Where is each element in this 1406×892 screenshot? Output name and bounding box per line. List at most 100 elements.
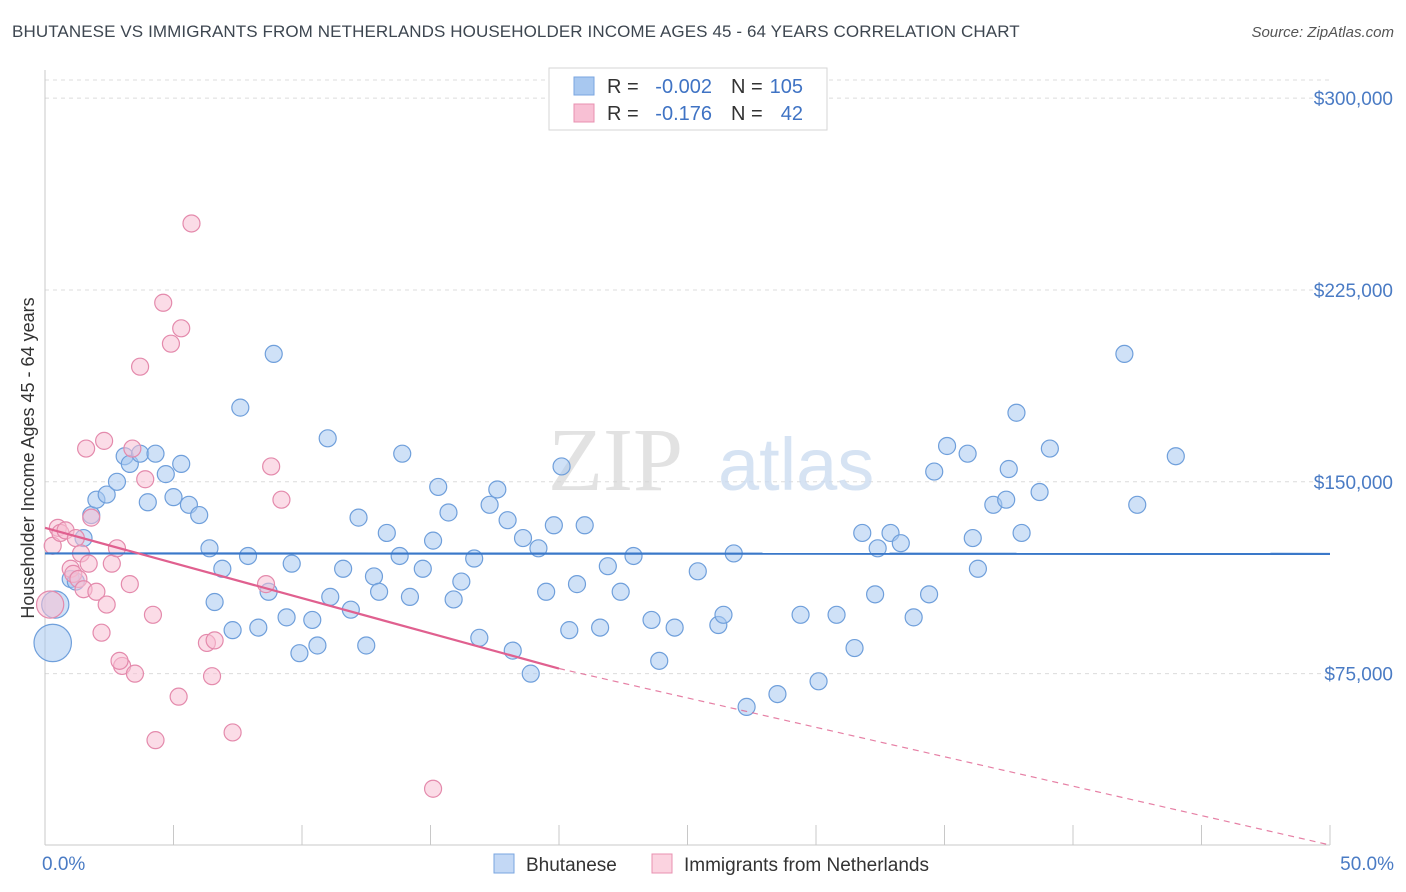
point-bhutanese <box>544 516 563 535</box>
point-bhutanese <box>364 567 384 586</box>
point-netherlands <box>146 731 165 750</box>
legend-n-label-2: N = <box>731 103 763 125</box>
point-bhutanese <box>164 488 183 507</box>
point-bhutanese <box>277 608 296 627</box>
point-netherlands <box>97 595 116 614</box>
point-netherlands <box>182 214 201 233</box>
point-bhutanese <box>845 638 864 658</box>
point-bhutanese <box>303 610 322 630</box>
legend-bottom-swatch-netherlands[interactable] <box>651 853 673 874</box>
point-bhutanese <box>334 559 353 578</box>
point-netherlands <box>82 508 101 527</box>
point-bhutanese <box>866 585 885 604</box>
point-netherlands <box>136 470 155 489</box>
point-bhutanese <box>444 590 463 609</box>
point-bhutanese <box>480 495 499 514</box>
point-netherlands <box>125 664 145 683</box>
point-bhutanese <box>791 605 810 624</box>
point-bhutanese <box>737 697 756 716</box>
point-bhutanese <box>665 618 684 637</box>
point-bhutanese <box>513 528 533 548</box>
point-bhutanese <box>827 605 846 624</box>
point-bhutanese <box>925 462 944 481</box>
point-bhutanese <box>937 436 957 456</box>
legend-n-value-2: 42 <box>781 103 803 125</box>
point-bhutanese <box>498 511 517 530</box>
point-netherlands <box>161 334 181 353</box>
point-netherlands <box>110 651 129 670</box>
legend-r-label-1: R = <box>607 76 639 98</box>
trend-line-netherlands <box>44 526 560 670</box>
point-bhutanese <box>423 531 443 550</box>
point-bhutanese <box>308 636 327 655</box>
point-bhutanese <box>282 554 301 573</box>
gridlines <box>45 79 1330 675</box>
point-bhutanese <box>1007 403 1026 422</box>
y-tick-label: $75,000 <box>1324 665 1393 686</box>
y-tick-label: $150,000 <box>1314 473 1393 494</box>
source-label: Source: ZipAtlas.com <box>1251 24 1394 41</box>
legend-top-box <box>548 67 828 131</box>
point-bhutanese <box>223 621 242 640</box>
point-netherlands <box>79 554 98 573</box>
point-bhutanese <box>370 582 389 601</box>
legend-bottom-label-netherlands[interactable]: Immigrants from Netherlands <box>684 855 929 876</box>
point-bhutanese <box>377 523 396 543</box>
point-netherlands <box>423 779 443 798</box>
point-bhutanese <box>891 534 910 553</box>
point-bhutanese <box>146 444 165 463</box>
point-netherlands <box>169 687 188 706</box>
legend-r-label-2: R = <box>607 103 639 125</box>
point-netherlands <box>92 623 111 642</box>
point-netherlands <box>154 293 173 312</box>
point-bhutanese <box>205 592 224 612</box>
point-netherlands <box>143 605 163 624</box>
point-bhutanese <box>390 546 409 566</box>
y-tick-label: $300,000 <box>1314 89 1393 110</box>
point-bhutanese <box>238 546 258 566</box>
point-bhutanese <box>868 539 887 558</box>
point-netherlands <box>123 439 142 458</box>
trend-line-bhutanese <box>44 552 1331 556</box>
point-bhutanese <box>349 508 368 527</box>
chart-title: BHUTANESE VS IMMIGRANTS FROM NETHERLANDS… <box>12 22 1020 41</box>
legend-bottom-label-bhutanese[interactable]: Bhutanese <box>526 855 617 876</box>
point-bhutanese <box>591 618 610 637</box>
legend-swatch-bhutanese <box>573 76 595 96</box>
point-bhutanese <box>321 587 340 606</box>
point-bhutanese <box>624 546 643 566</box>
point-bhutanese <box>290 644 309 663</box>
point-netherlands <box>262 457 281 476</box>
point-bhutanese <box>714 605 733 624</box>
point-bhutanese <box>357 636 376 655</box>
point-bhutanese <box>688 562 707 581</box>
legend-bottom-swatch-bhutanese[interactable] <box>493 853 515 874</box>
point-bhutanese <box>904 608 923 627</box>
point-bhutanese <box>598 557 617 576</box>
trend-lines <box>44 526 1331 846</box>
point-bhutanese <box>560 621 579 640</box>
legend-r-value-1: -0.002 <box>655 76 712 98</box>
point-netherlands <box>95 431 114 450</box>
point-bhutanese <box>439 503 458 522</box>
point-bhutanese <box>1012 523 1031 543</box>
point-bhutanese <box>768 684 787 704</box>
point-bhutanese <box>107 472 127 491</box>
point-bhutanese <box>642 610 661 630</box>
point-netherlands <box>35 590 65 619</box>
point-netherlands <box>172 319 191 338</box>
point-netherlands <box>272 490 291 509</box>
legend-n-label-1: N = <box>731 76 763 98</box>
point-bhutanese <box>249 618 268 637</box>
point-bhutanese <box>172 454 191 473</box>
point-bhutanese <box>567 575 587 594</box>
point-bhutanese <box>521 664 540 683</box>
y-tick-label: $225,000 <box>1314 281 1393 302</box>
point-bhutanese <box>156 465 175 484</box>
point-bhutanese <box>393 444 412 463</box>
x-axis-ticks <box>173 825 1331 845</box>
point-netherlands <box>223 723 242 742</box>
point-netherlands <box>202 667 222 686</box>
point-bhutanese <box>1030 482 1049 502</box>
legend-top: R = -0.002 N = 105 R = -0.176 N = 42 <box>548 67 828 131</box>
